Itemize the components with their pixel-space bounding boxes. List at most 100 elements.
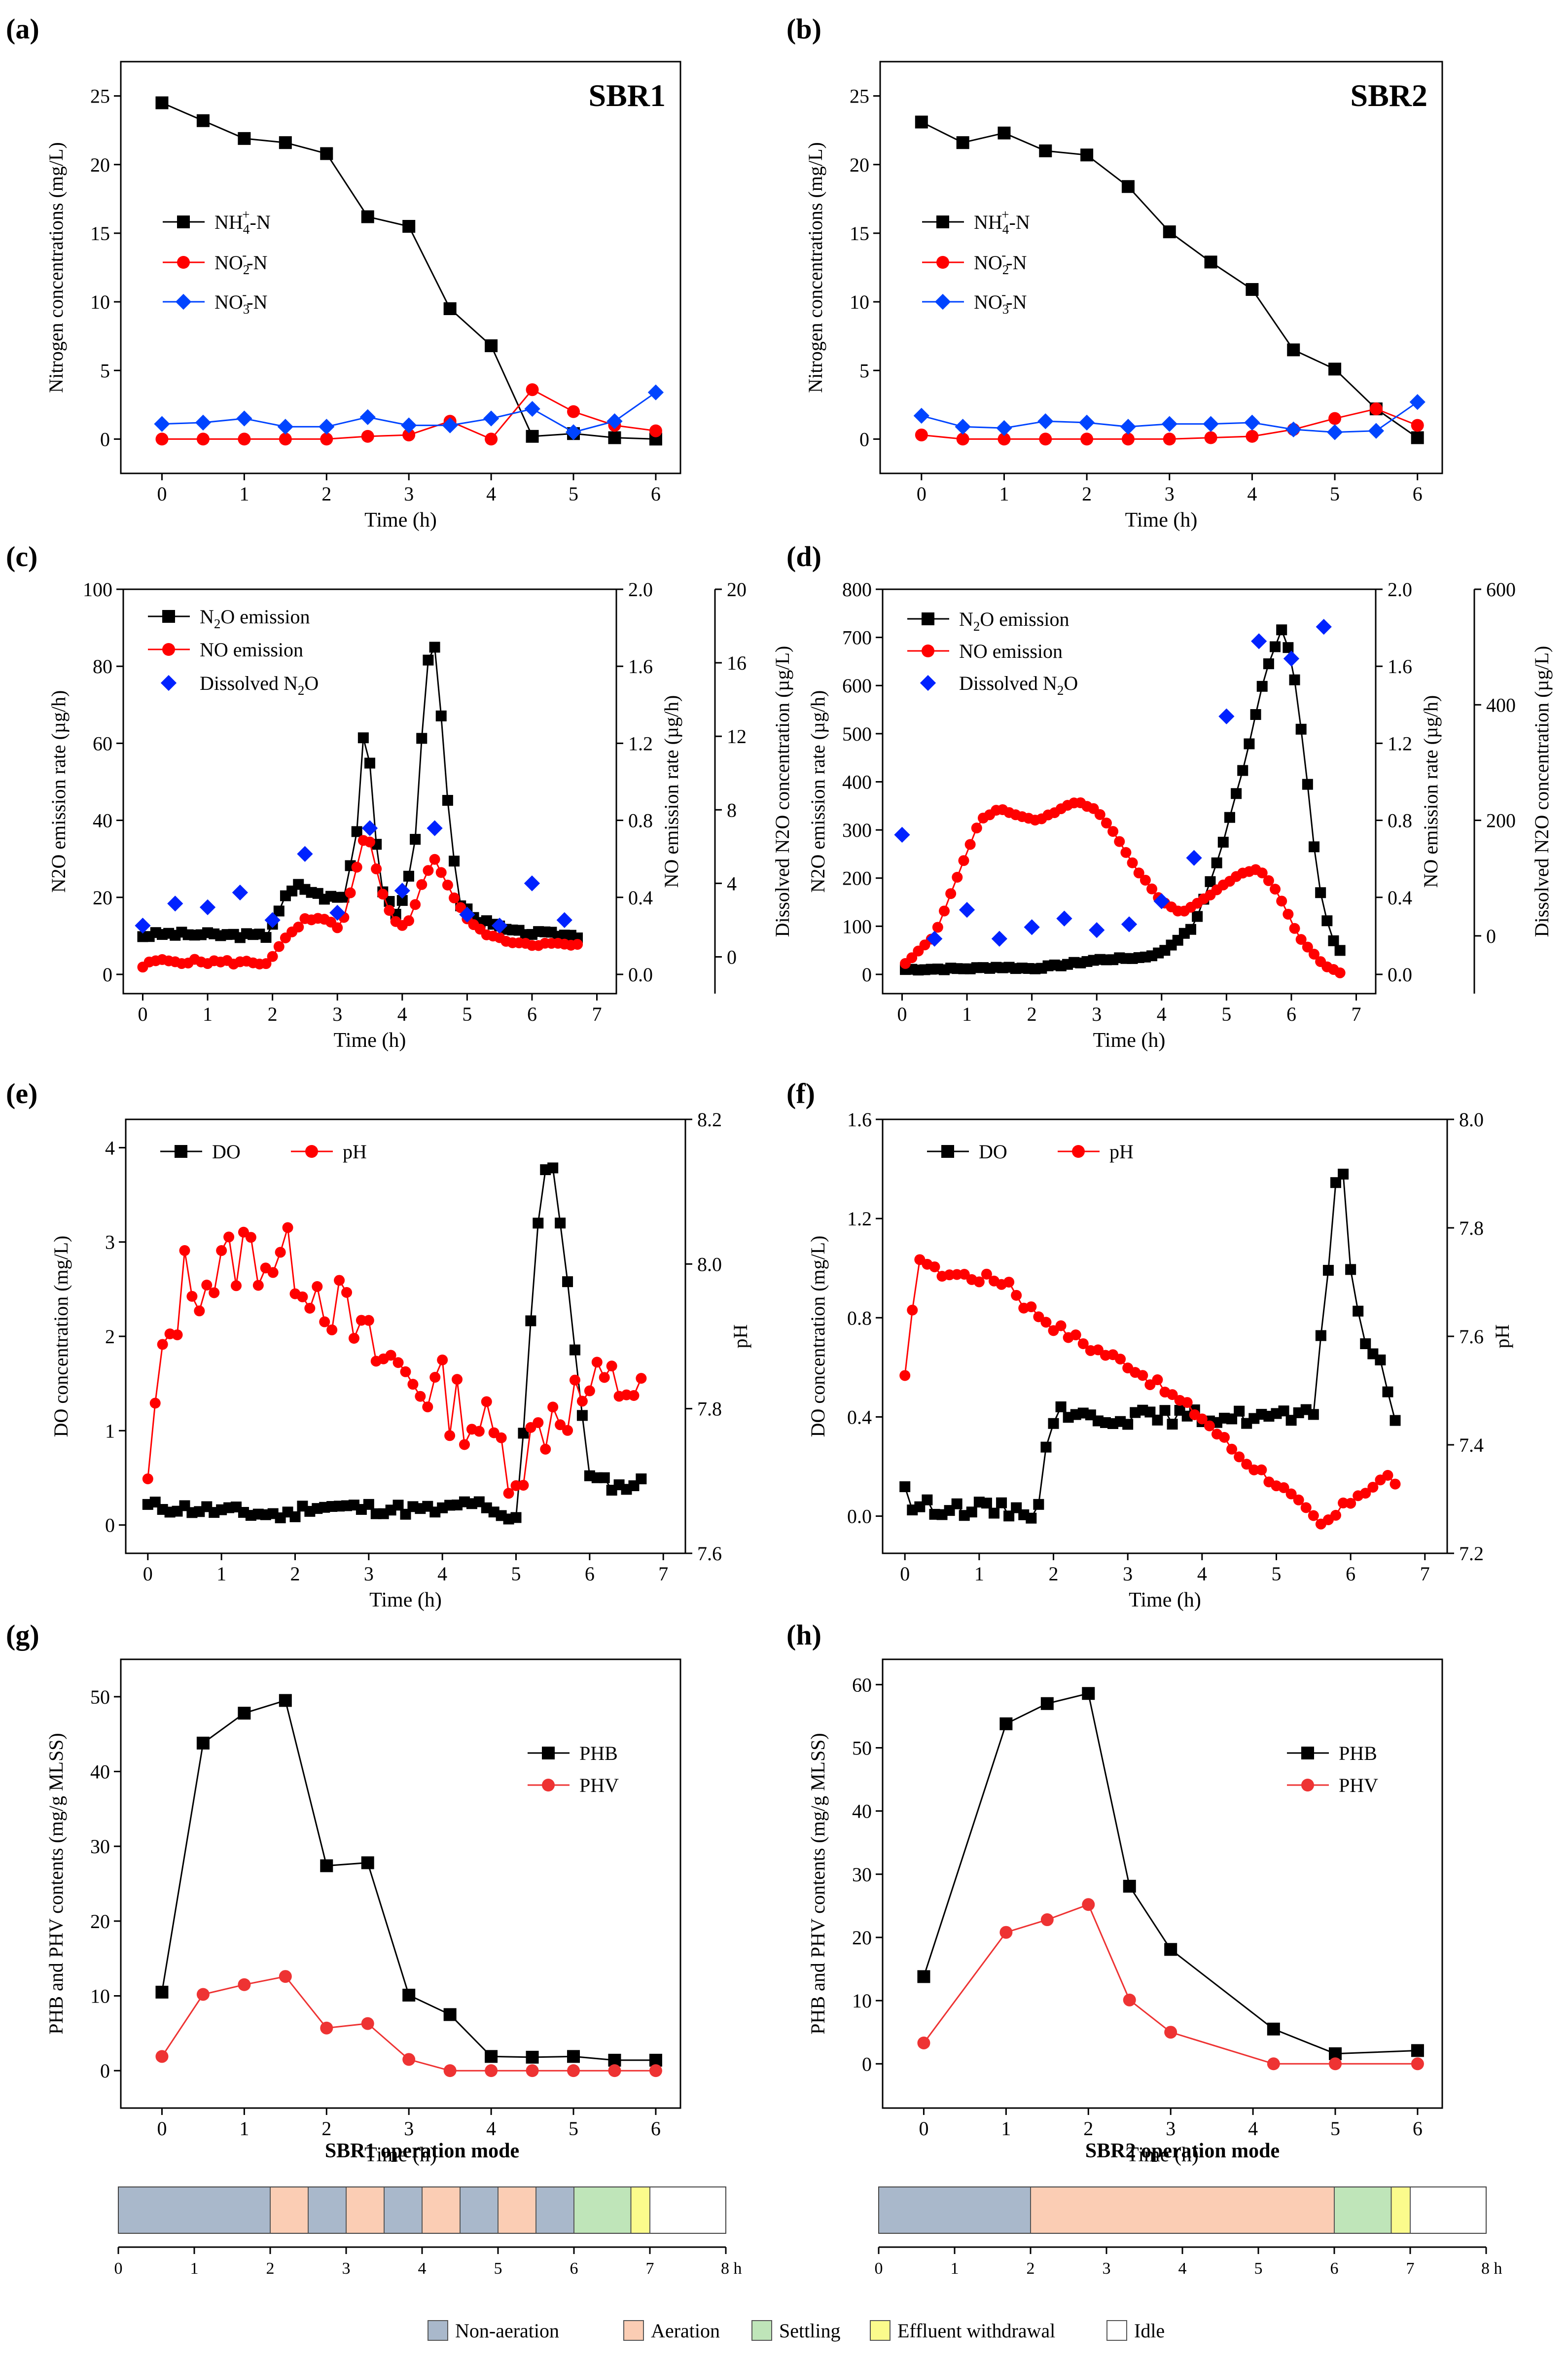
data-point bbox=[402, 220, 416, 233]
y2-tick-label: 7.4 bbox=[1459, 1434, 1484, 1456]
data-point bbox=[1328, 412, 1342, 425]
bar-tick-label: 1 bbox=[951, 2259, 959, 2278]
x-axis-label: Time (h) bbox=[369, 1589, 442, 1611]
y-axis-label: N2O emission rate (µg/h) bbox=[47, 690, 70, 893]
bar-tick-label: 0 bbox=[875, 2259, 883, 2278]
data-point bbox=[1120, 419, 1137, 435]
data-point bbox=[956, 136, 969, 149]
data-point bbox=[157, 1339, 168, 1350]
data-point bbox=[312, 1281, 323, 1292]
legend-item: PHB bbox=[1287, 1742, 1377, 1764]
data-point bbox=[510, 1512, 522, 1523]
data-point bbox=[289, 1511, 301, 1522]
data-point bbox=[1192, 911, 1203, 922]
legend-item: Dissolved N2O bbox=[920, 672, 1078, 698]
y-axis-label: PHB and PHV contents (mg/g MLSS) bbox=[45, 1733, 67, 2035]
y3-tick-label: 12 bbox=[727, 725, 747, 748]
data-point bbox=[485, 2064, 498, 2077]
y-tick-label: 700 bbox=[842, 627, 872, 649]
x-tick-label: 5 bbox=[1221, 1003, 1231, 1025]
y-tick-label: 60 bbox=[852, 1674, 872, 1696]
y3-tick-label: 0 bbox=[1486, 925, 1496, 947]
data-point bbox=[562, 1425, 573, 1436]
data-point bbox=[320, 147, 333, 160]
data-point bbox=[556, 912, 572, 929]
y-tick-label: 0 bbox=[862, 964, 872, 986]
data-point bbox=[1316, 619, 1332, 635]
bar-tick-label: 2 bbox=[266, 2259, 275, 2278]
data-point bbox=[481, 1396, 492, 1407]
data-point bbox=[555, 1217, 566, 1229]
phase-legend-label: Non-aeration bbox=[455, 2320, 559, 2342]
y2-tick-label: 1.6 bbox=[1388, 655, 1412, 678]
data-point bbox=[371, 863, 382, 875]
data-point bbox=[455, 902, 466, 913]
plot-frame bbox=[882, 588, 1377, 995]
legend-marker bbox=[160, 675, 177, 691]
data-point bbox=[363, 1499, 374, 1510]
data-point bbox=[196, 1988, 210, 2001]
y-tick-label: 500 bbox=[842, 723, 872, 745]
segment-aeration bbox=[498, 2186, 536, 2234]
data-point bbox=[526, 430, 539, 443]
y-tick-label: 300 bbox=[842, 819, 872, 841]
legend-marker bbox=[177, 256, 190, 269]
data-point bbox=[999, 1717, 1013, 1730]
data-point bbox=[988, 1507, 999, 1519]
data-point bbox=[1167, 1389, 1178, 1400]
data-point bbox=[1224, 812, 1235, 823]
y-tick-label: 0 bbox=[105, 1514, 115, 1537]
panel-a: (a) 0 1 2 3 4 5 6 0 5 10 15 20 25 Time (h) Nitrogen con… bbox=[6, 13, 681, 532]
segment-non-aeration bbox=[878, 2186, 1031, 2234]
y-tick-label: 15 bbox=[850, 222, 869, 245]
data-point bbox=[186, 1290, 198, 1302]
x-tick-label: 5 bbox=[511, 1563, 521, 1585]
data-point bbox=[377, 889, 389, 900]
x-tick-label: 4 bbox=[486, 483, 496, 505]
legend-label: NO2--N bbox=[214, 248, 268, 277]
y-tick-label: 100 bbox=[83, 578, 112, 601]
bar-tick-label: 8 h bbox=[721, 2259, 742, 2278]
data-point bbox=[649, 424, 662, 437]
legend-item: pH bbox=[291, 1141, 367, 1163]
data-point bbox=[1300, 1502, 1312, 1513]
data-point bbox=[526, 2050, 539, 2064]
phase-legend-label: Effluent withdrawal bbox=[897, 2320, 1055, 2342]
series-nh4-n bbox=[915, 115, 1424, 444]
x-tick-label: 5 bbox=[1271, 1563, 1281, 1585]
data-point bbox=[1276, 624, 1287, 636]
legend-marker bbox=[305, 1145, 318, 1158]
y-tick-label: 25 bbox=[850, 85, 869, 107]
data-point bbox=[279, 1694, 292, 1707]
data-point bbox=[252, 1280, 264, 1291]
data-point bbox=[999, 1926, 1013, 1939]
legend-label: pH bbox=[1109, 1141, 1134, 1163]
y-tick-label: 10 bbox=[90, 291, 110, 313]
data-point bbox=[996, 1497, 1007, 1508]
segment-settling bbox=[1334, 2186, 1392, 2234]
legend-marker bbox=[1072, 1145, 1085, 1158]
y-axis-label: DO concentration (mg/L) bbox=[807, 1236, 829, 1437]
legend-item: NO3--N bbox=[922, 287, 1027, 317]
x-tick-label: 0 bbox=[157, 2117, 167, 2140]
y-tick-label: 5 bbox=[859, 359, 869, 382]
data-point bbox=[567, 2050, 580, 2063]
series-no3-n bbox=[154, 384, 664, 440]
data-point bbox=[238, 432, 251, 446]
data-point bbox=[155, 2050, 169, 2063]
data-point bbox=[1285, 421, 1302, 438]
y-tick-label: 0.4 bbox=[847, 1406, 872, 1428]
legend-label: PHB bbox=[1339, 1742, 1377, 1764]
y3-tick-label: 4 bbox=[727, 872, 737, 895]
data-point bbox=[606, 413, 623, 430]
data-point bbox=[149, 1397, 161, 1409]
data-point bbox=[524, 401, 540, 417]
data-point bbox=[1217, 836, 1229, 848]
y-axis-label: N2O emission rate (µg/h) bbox=[807, 690, 829, 893]
data-point bbox=[293, 922, 304, 933]
data-point bbox=[1375, 1354, 1386, 1365]
y2-tick-label: 0.4 bbox=[1388, 887, 1412, 909]
panel-b: (b) 0 1 2 3 4 5 6 0 5 10 15 20 25 Time (h) Nitrogen con… bbox=[786, 13, 1443, 532]
data-point bbox=[1080, 148, 1094, 162]
data-point bbox=[273, 941, 285, 952]
